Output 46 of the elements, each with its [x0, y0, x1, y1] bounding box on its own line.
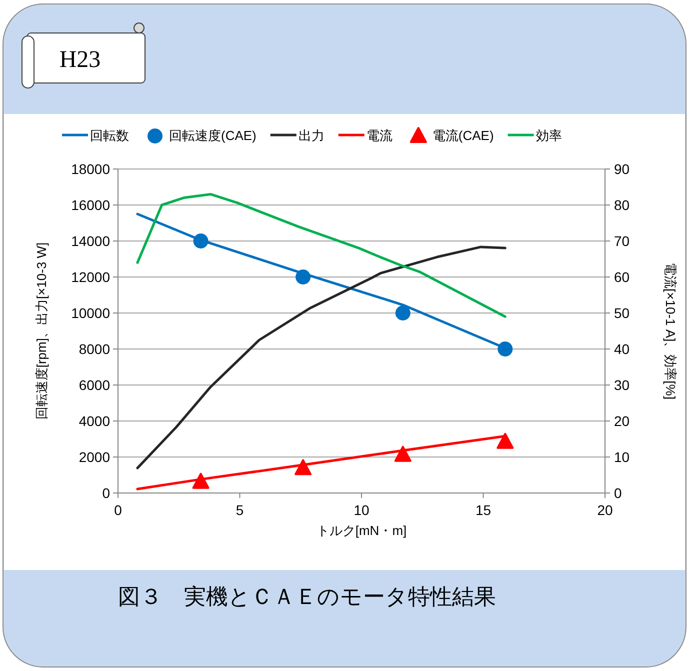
y-tick-label: 8000	[78, 341, 110, 357]
y-tick-label: 14000	[71, 233, 110, 249]
text: H23	[59, 47, 101, 73]
legend-label: 出力	[298, 128, 324, 143]
y-tick-label: 0	[102, 485, 110, 501]
caption: 図３ 実機とＣＡＥのモータ特性結果	[118, 584, 496, 609]
y2-tick-label: 60	[614, 269, 630, 285]
y2-tick-label: 30	[614, 377, 630, 393]
legend-label: 回転速度(CAE)	[169, 128, 256, 143]
point	[394, 446, 412, 462]
y2-tick-label: 40	[614, 341, 630, 357]
x-tick-label: 5	[236, 502, 244, 518]
x-tick-label: 15	[475, 502, 492, 518]
y-tick-label: 6000	[78, 377, 110, 393]
y-tick-label: 12000	[71, 269, 110, 285]
y-tick-label: 2000	[78, 449, 110, 465]
legend-label: 効率	[536, 128, 562, 143]
x-tick-label: 0	[114, 502, 122, 518]
y-tick-label: 4000	[78, 413, 110, 429]
point	[496, 432, 514, 449]
point	[193, 234, 208, 248]
legend-label: 回転数	[90, 128, 129, 143]
line-series	[136, 192, 506, 318]
y2-tick-label: 70	[614, 233, 630, 249]
point	[296, 270, 311, 284]
y2-tick-label: 20	[614, 413, 630, 429]
y2-tick-label: 50	[614, 305, 630, 321]
y2-tick-label: 10	[614, 449, 630, 465]
point	[192, 472, 210, 489]
legend-label: 電流(CAE)	[432, 128, 494, 143]
x-axis-title: トルク[mN・m]	[316, 523, 407, 538]
y2-axis-title: 電流[×10-1 A]、効率[%]	[663, 262, 678, 400]
y2-tick-label: 80	[614, 197, 630, 213]
y-tick-label: 18000	[71, 161, 110, 177]
legend-label: 電流	[366, 128, 392, 143]
y2-tick-label: 90	[614, 161, 630, 177]
y-tick-label: 10000	[71, 305, 110, 321]
point	[294, 459, 312, 476]
y-axis-title: 回転速度[rpm]、出力[×10-3 W]	[34, 242, 49, 420]
x-tick-label: 20	[597, 502, 613, 518]
y-tick-label: 16000	[71, 197, 110, 213]
line-series	[136, 246, 506, 470]
point	[395, 306, 410, 320]
x-tick-label: 10	[354, 502, 370, 518]
y2-tick-label: 0	[614, 485, 622, 501]
point	[498, 342, 513, 356]
